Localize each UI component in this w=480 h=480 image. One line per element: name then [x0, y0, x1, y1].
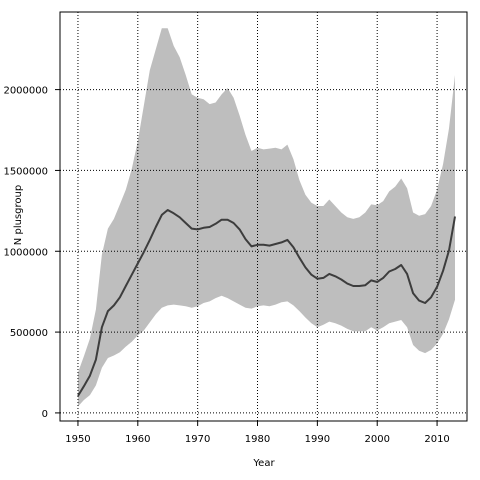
gridlines	[60, 12, 467, 421]
plot-frame	[59, 11, 468, 422]
x-tick-label: 2010	[424, 434, 449, 445]
x-tick-label: 1980	[245, 434, 270, 445]
y-tick-label: 1500000	[3, 166, 48, 177]
x-tick-label: 1960	[125, 434, 150, 445]
x-tick-label: 1990	[305, 434, 330, 445]
x-axis: 1950 1960 1970 1980 1990 2000 2010	[65, 421, 450, 445]
x-tick-label: 1950	[65, 434, 90, 445]
x-tick-label: 2000	[364, 434, 389, 445]
x-axis-label: Year	[252, 458, 275, 469]
y-axis: 0 500000 1000000 1500000 2000000	[3, 86, 60, 420]
x-tick-label: 1970	[185, 434, 210, 445]
y-axis-label: N plusgroup	[13, 185, 24, 245]
y-tick-label: 1000000	[3, 247, 48, 258]
confidence-band	[78, 28, 455, 407]
y-tick-label: 500000	[10, 328, 48, 339]
series-line	[77, 209, 456, 397]
y-tick-label: 2000000	[3, 86, 48, 97]
y-tick-label: 0	[42, 409, 48, 420]
